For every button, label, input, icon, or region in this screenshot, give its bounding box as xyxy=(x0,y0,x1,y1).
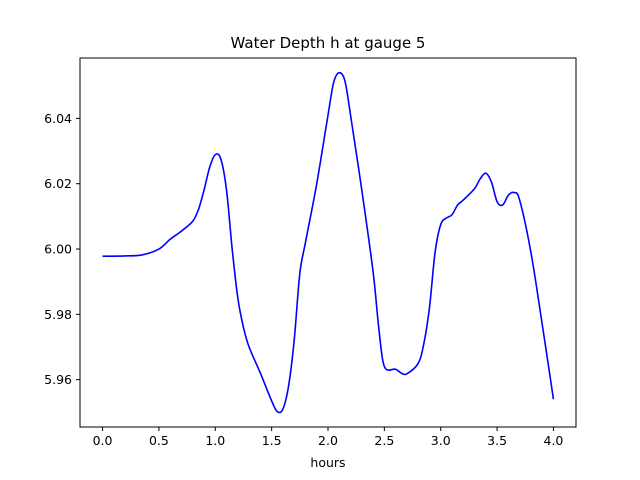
y-tick-label: 5.96 xyxy=(44,372,72,387)
x-tick-label: 1.0 xyxy=(205,433,225,448)
y-tick-label: 5.98 xyxy=(44,307,72,322)
series-line xyxy=(102,71,555,414)
x-tick-label: 1.5 xyxy=(262,433,282,448)
x-axis-label: hours xyxy=(310,455,345,470)
x-tick-label: 0.5 xyxy=(149,433,169,448)
x-tick-label: 2.5 xyxy=(374,433,394,448)
y-axis: 5.96 5.98 6.00 6.02 6.04 xyxy=(44,111,80,387)
x-tick-label: 4.0 xyxy=(544,433,564,448)
y-tick-label: 6.00 xyxy=(44,242,72,257)
y-tick-label: 6.04 xyxy=(44,111,72,126)
x-axis: 0.0 0.5 1.0 1.5 2.0 2.5 3.0 3.5 4.0 xyxy=(93,427,564,448)
y-tick-label: 6.02 xyxy=(44,176,72,191)
x-tick-label: 3.0 xyxy=(431,433,451,448)
chart-title: Water Depth h at gauge 5 xyxy=(231,34,426,52)
plot-area xyxy=(102,71,555,414)
x-tick-label: 2.0 xyxy=(318,433,338,448)
x-tick-label: 0.0 xyxy=(93,433,113,448)
x-tick-label: 3.5 xyxy=(487,433,507,448)
